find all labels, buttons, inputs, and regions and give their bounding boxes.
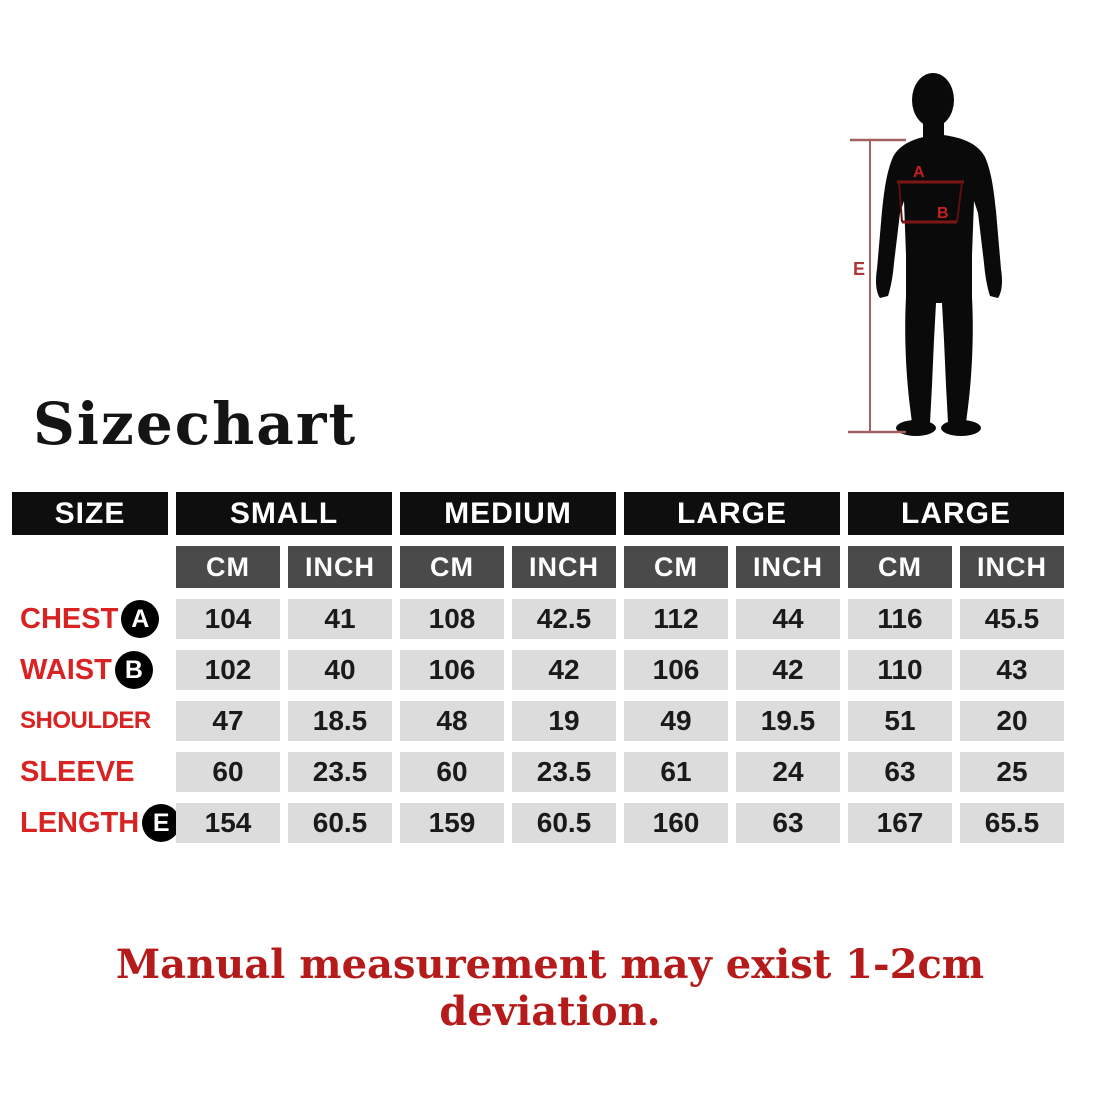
value-cell: 60.5: [512, 803, 616, 843]
value-cell: 160: [624, 803, 728, 843]
value-cell: 47: [176, 701, 280, 741]
row-label-text: SLEEVE: [20, 755, 135, 788]
deviation-note: Manual measurement may exist 1-2cm devia…: [115, 941, 985, 1035]
size-group-header-2: MEDIUM: [400, 492, 616, 535]
value-cell: 25: [960, 752, 1064, 792]
unit-header-cm-4: CM: [848, 546, 952, 588]
chest-letter: A: [913, 164, 925, 181]
value-cell: 106: [624, 650, 728, 690]
size-table: SIZE SMALL MEDIUM LARGE LARGE CM INCH CM INCH CM I…: [12, 492, 1064, 843]
unit-header-cm-3: CM: [624, 546, 728, 588]
waist-letter: B: [937, 205, 949, 222]
value-cell: 49: [624, 701, 728, 741]
value-cell: 20: [960, 701, 1064, 741]
measure-badge-b: B: [114, 651, 153, 689]
size-group-header-1: SMALL: [176, 492, 392, 535]
value-cell: 19.5: [736, 701, 840, 741]
row-label-length: LENGTH E: [12, 803, 181, 843]
row-label-waist: WAIST B: [12, 650, 168, 690]
value-cell: 110: [848, 650, 952, 690]
measure-badge-e: E: [142, 804, 181, 842]
size-group-header-3: LARGE: [624, 492, 840, 535]
row-label-sleeve: SLEEVE: [12, 752, 168, 792]
value-cell: 43: [960, 650, 1064, 690]
value-cell: 42.5: [512, 599, 616, 639]
value-cell: 60: [176, 752, 280, 792]
body-silhouette-diagram: A B E: [848, 73, 1002, 436]
value-cell: 51: [848, 701, 952, 741]
value-cell: 104: [176, 599, 280, 639]
unit-header-inch-3: INCH: [736, 546, 840, 588]
unit-header-inch-2: INCH: [512, 546, 616, 588]
value-cell: 48: [400, 701, 504, 741]
value-cell: 61: [624, 752, 728, 792]
value-cell: 23.5: [512, 752, 616, 792]
measure-side-right-line: [956, 181, 963, 223]
row-label-text: WAIST: [20, 653, 112, 686]
size-column-header: SIZE: [12, 492, 168, 535]
row-label-text: CHEST: [20, 602, 119, 635]
value-cell: 65.5: [960, 803, 1064, 843]
value-cell: 40: [288, 650, 392, 690]
value-cell: 41: [288, 599, 392, 639]
value-cell: 106: [400, 650, 504, 690]
value-cell: 18.5: [288, 701, 392, 741]
value-cell: 116: [848, 599, 952, 639]
value-cell: 112: [624, 599, 728, 639]
value-cell: 108: [400, 599, 504, 639]
value-cell: 167: [848, 803, 952, 843]
value-cell: 24: [736, 752, 840, 792]
row-label-text: LENGTH: [20, 806, 140, 839]
row-label-chest: CHEST A: [12, 599, 168, 639]
row-label-shoulder: SHOULDER: [12, 701, 168, 741]
value-cell: 102: [176, 650, 280, 690]
value-cell: 60: [400, 752, 504, 792]
value-cell: 63: [848, 752, 952, 792]
unit-header-cm-1: CM: [176, 546, 280, 588]
measurement-annotations: A B E: [848, 138, 964, 434]
value-cell: 44: [736, 599, 840, 639]
value-cell: 42: [512, 650, 616, 690]
value-cell: 45.5: [960, 599, 1064, 639]
value-cell: 154: [176, 803, 280, 843]
measure-badge-a: A: [121, 600, 160, 638]
page-title: Sizechart: [33, 390, 358, 458]
height-letter: E: [853, 259, 865, 279]
value-cell: 63: [736, 803, 840, 843]
human-silhouette: [876, 73, 1002, 436]
unit-header-inch-4: INCH: [960, 546, 1064, 588]
value-cell: 23.5: [288, 752, 392, 792]
value-cell: 60.5: [288, 803, 392, 843]
value-cell: 42: [736, 650, 840, 690]
size-group-header-4: LARGE: [848, 492, 1064, 535]
row-label-text: SHOULDER: [20, 707, 151, 734]
value-cell: 19: [512, 701, 616, 741]
unit-header-inch-1: INCH: [288, 546, 392, 588]
value-cell: 159: [400, 803, 504, 843]
measure-side-left-line: [898, 181, 903, 223]
label-column-spacer: [12, 546, 168, 588]
unit-header-cm-2: CM: [400, 546, 504, 588]
